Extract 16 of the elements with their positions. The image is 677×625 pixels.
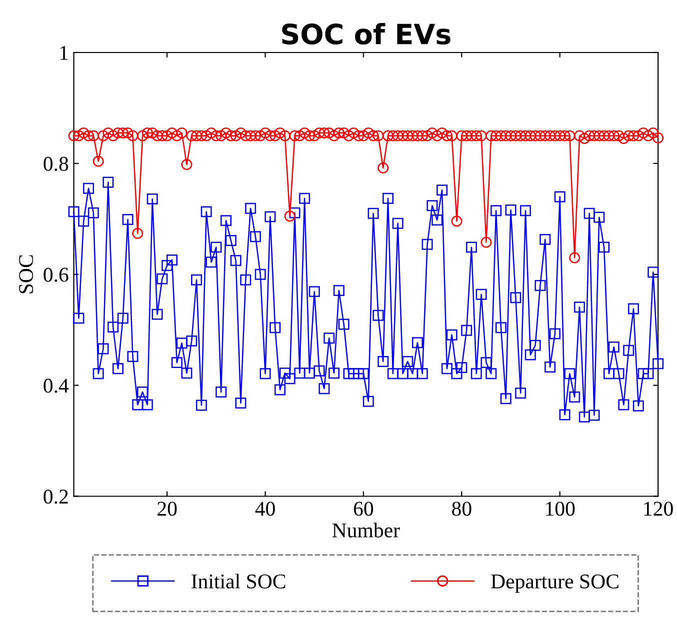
y-tick-label: 0.2	[44, 490, 68, 504]
y-tick-label: 0.8	[44, 156, 68, 171]
x-tick-label: 80	[452, 502, 472, 516]
x-tick-label: 60	[354, 502, 374, 516]
y-tick-label: 0.4	[44, 378, 69, 393]
x-axis-title: Number	[332, 522, 400, 538]
x-tick-label: 40	[255, 502, 275, 516]
y-tick-label: 0.6	[44, 268, 68, 282]
x-tick-label: 100	[546, 502, 575, 516]
legend-label: Departure SOC	[491, 574, 618, 593]
x-tick-label: 120	[644, 502, 673, 516]
legend-label: Initial SOC	[192, 574, 286, 588]
x-tick-label: 20	[158, 502, 177, 516]
y-axis-title: SOC	[19, 255, 34, 294]
chart-title: SOC of EVs	[282, 23, 450, 45]
y-tick-label: 1	[60, 46, 68, 60]
